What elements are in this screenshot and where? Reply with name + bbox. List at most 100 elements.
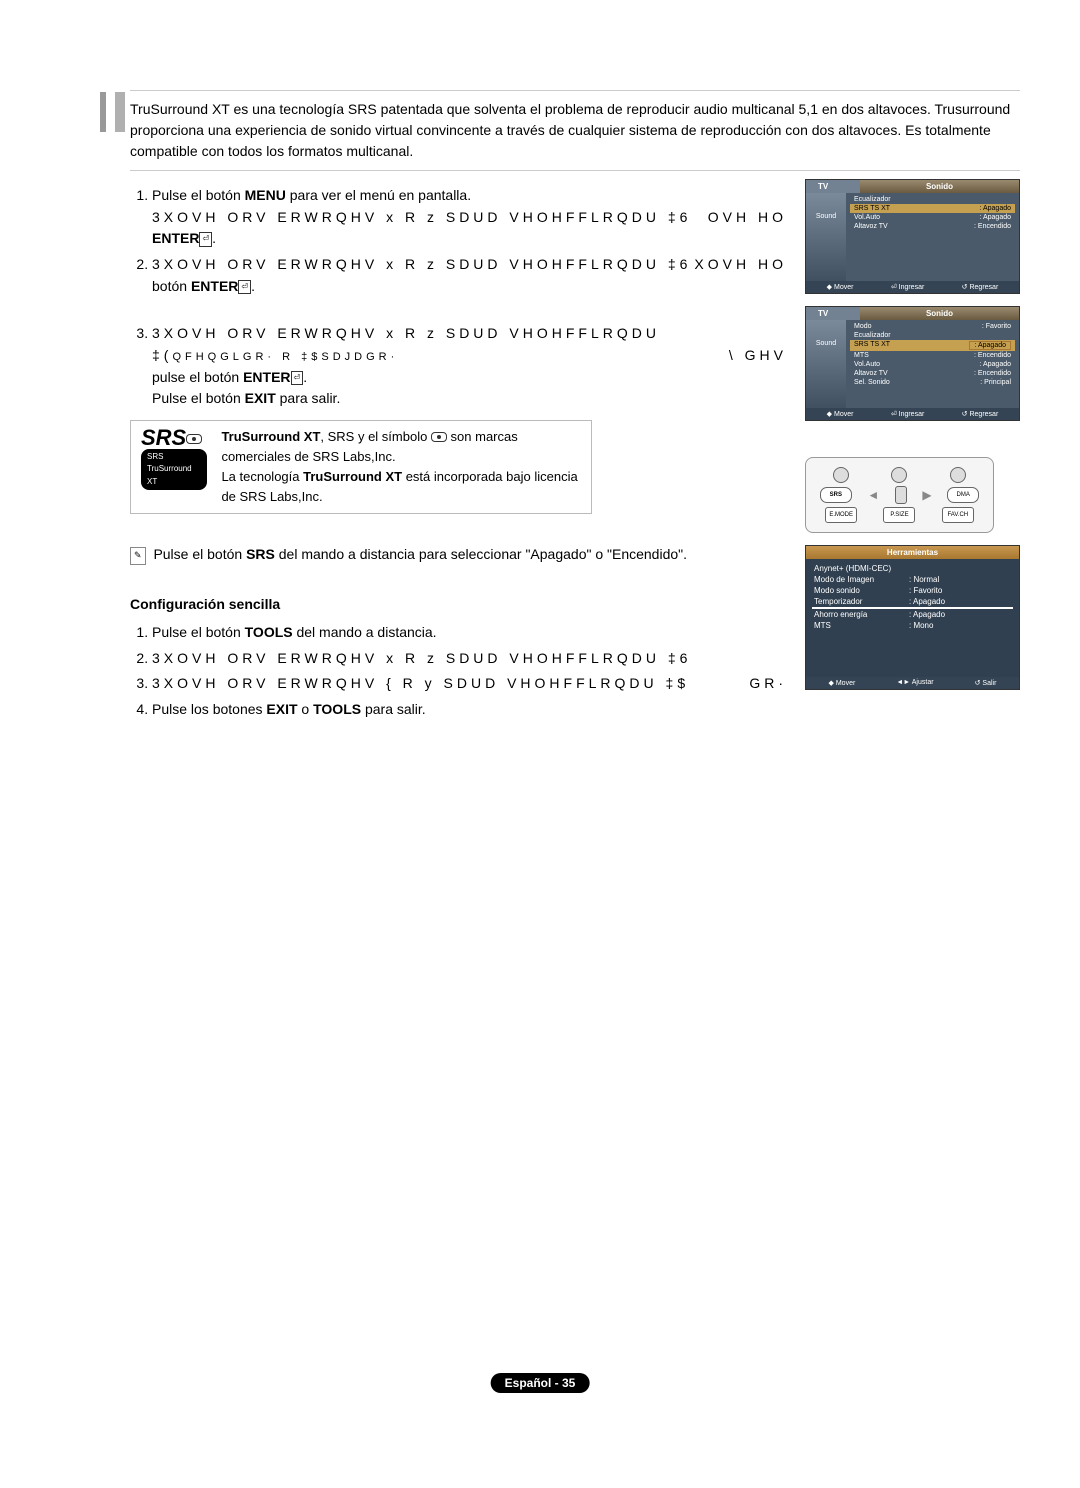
config-heading: Configuración sencilla (130, 594, 787, 616)
tools-row: Ahorro energía: Apagado (812, 609, 1013, 620)
tools-row: Temporizador: Apagado (812, 596, 1013, 607)
menu-label: MENU (245, 187, 286, 203)
menu-sidebar: Sound (806, 193, 846, 281)
config-step-1: Pulse el botón TOOLS del mando a distanc… (152, 622, 787, 644)
tools-label: TOOLS (313, 701, 361, 717)
garbled-text: GR· (749, 673, 787, 695)
srs-label: SRS (246, 546, 275, 562)
remote-button (950, 467, 966, 483)
garbled-text: \ GHV (729, 345, 787, 367)
tools-row: Modo de Imagen: Normal (812, 574, 1013, 585)
enter-icon: ⏎ (199, 232, 212, 246)
text: del mando a distancia. (293, 624, 437, 640)
emode-button: E.MODE (825, 507, 857, 523)
menu-row-selected: SRS TS XT: Apagado (850, 340, 1015, 351)
center-button (895, 486, 907, 504)
menu-row: Sel. Sonido: Principal (850, 378, 1015, 387)
text: La tecnología (221, 469, 303, 484)
text: pulse el botón (152, 369, 243, 385)
text: para salir. (276, 390, 341, 406)
garbled-text: 3XOVH ORV ERWRQHV x R z SDUD VHOHFFLRQDU… (152, 209, 691, 225)
remote-button (833, 467, 849, 483)
osd-menu-2: TV Sonido Sound Modo: Favorito Ecualizad… (805, 306, 1020, 421)
srs-text: TruSurround XT, SRS y el símbolo son mar… (221, 427, 581, 508)
step-3: 3XOVH ORV ERWRQHV x R z SDUD VHOHFFLRQDU… (152, 323, 787, 410)
tools-menu: Herramientas Anynet+ (HDMI-CEC) Modo de … (805, 545, 1020, 690)
text: TruSurround XT (303, 469, 402, 484)
menu-main: Modo: Favorito Ecualizador SRS TS XT: Ap… (846, 320, 1019, 408)
menu-footer: ◆ Mover ⏎ Ingresar ↺ Regresar (806, 408, 1019, 420)
menu-main: Ecualizador SRS TS XT: Apagado Vol.Auto:… (846, 193, 1019, 281)
menu-title: Sonido (860, 180, 1019, 193)
text: Pulse los botones (152, 701, 266, 717)
tv-badge: TV (806, 307, 860, 320)
srs-logo-block: SRS SRS TruSurround XT (141, 427, 207, 490)
note-icon: ✎ (130, 547, 146, 565)
enter-icon: ⏎ (238, 280, 251, 294)
intro-text: TruSurround XT es una tecnología SRS pat… (130, 90, 1020, 171)
enter-label: ENTER (191, 278, 238, 294)
text: para ver el menú en pantalla. (286, 187, 471, 203)
srs-badge: SRS TruSurround XT (141, 449, 207, 490)
psize-button: P.SIZE (883, 507, 915, 523)
text: TruSurround XT (221, 429, 320, 444)
enter-label: ENTER (243, 369, 290, 385)
right-arrow-icon: ▶ (922, 488, 931, 502)
srs-button: SRS (820, 487, 852, 503)
text: o (298, 701, 314, 717)
note-block: ✎ Pulse el botón SRS del mando a distanc… (130, 544, 787, 566)
menu-sidebar: Sound (806, 320, 846, 408)
menu-row-selected: SRS TS XT: Apagado (850, 204, 1015, 213)
main-steps: Pulse el botón MENU para ver el menú en … (130, 185, 787, 410)
exit-label: EXIT (266, 701, 297, 717)
left-arrow-icon: ◄ (867, 488, 879, 502)
tools-row: MTS: Mono (812, 620, 1013, 631)
tools-row: Modo sonido: Favorito (812, 585, 1013, 596)
config-step-3: 3XOVH ORV ERWRQHV { R y SDUD VHOHFFLRQDU… (152, 673, 787, 695)
page-number: Español - 35 (491, 1373, 590, 1393)
text: Pulse el botón (153, 546, 246, 562)
menu-row: Vol.Auto: Apagado (850, 360, 1015, 369)
garbled-text: QFHQGLGR· R ‡$SDJDGR· (172, 351, 398, 363)
config-steps: Pulse el botón TOOLS del mando a distanc… (130, 622, 787, 721)
tools-footer: ◆ Mover ◄► Ajustar ↺ Salir (806, 677, 1019, 689)
menu-row: Altavoz TV: Encendido (850, 369, 1015, 378)
step-2: 3XOVH ORV ERWRQHV x R z SDUD VHOHFFLRQDU… (152, 254, 787, 319)
text: Pulse el botón (152, 187, 245, 203)
tools-label: TOOLS (245, 624, 293, 640)
menu-title: Sonido (860, 307, 1019, 320)
enter-icon: ⏎ (291, 371, 304, 385)
config-step-2: 3XOVH ORV ERWRQHV x R z SDUD VHOHFFLRQDU… (152, 648, 787, 670)
garbled-text: OVH HO (708, 207, 787, 229)
favch-button: FAV.CH (942, 507, 974, 523)
text: del mando a distancia para seleccionar "… (275, 546, 687, 562)
text: Pulse el botón (152, 624, 245, 640)
text: Pulse el botón (152, 390, 245, 406)
menu-row: Modo: Favorito (850, 322, 1015, 331)
tools-row: Anynet+ (HDMI-CEC) (812, 563, 1013, 574)
step-1: Pulse el botón MENU para ver el menú en … (152, 185, 787, 250)
garbled-text: 3XOVH ORV ERWRQHV x R z SDUD VHOHFFLRQDU… (152, 256, 691, 272)
srs-logo: SRS (141, 427, 207, 449)
dma-button: DMA (947, 487, 979, 503)
text: para salir. (361, 701, 426, 717)
exit-label: EXIT (245, 390, 276, 406)
remote-button (891, 467, 907, 483)
srs-dot-icon (186, 434, 202, 444)
garbled-text: 3XOVH ORV ERWRQHV x R z SDUD VHOHFFLRQDU… (152, 650, 691, 666)
menu-row: Ecualizador (850, 331, 1015, 340)
page-edge-mark-2 (115, 92, 125, 132)
menu-row: Vol.Auto: Apagado (850, 213, 1015, 222)
text: , SRS y el símbolo (320, 429, 431, 444)
tools-title: Herramientas (806, 546, 1019, 559)
enter-label: ENTER (152, 230, 199, 246)
menu-row: Ecualizador (850, 195, 1015, 204)
menu-row: Altavoz TV: Encendido (850, 222, 1015, 231)
menu-row: MTS: Encendido (850, 351, 1015, 360)
dot-symbol-icon (431, 432, 447, 442)
remote-control: SRS ◄ ▶ DMA E.MODE P.SIZE FAV.CH (805, 457, 994, 533)
menu-footer: ◆ Mover ⏎ Ingresar ↺ Regresar (806, 281, 1019, 293)
page-edge-mark (100, 92, 106, 132)
osd-menu-1: TV Sonido Sound Ecualizador SRS TS XT: A… (805, 179, 1020, 294)
garbled-text: 3XOVH ORV ERWRQHV { R y SDUD VHOHFFLRQDU… (152, 675, 689, 691)
